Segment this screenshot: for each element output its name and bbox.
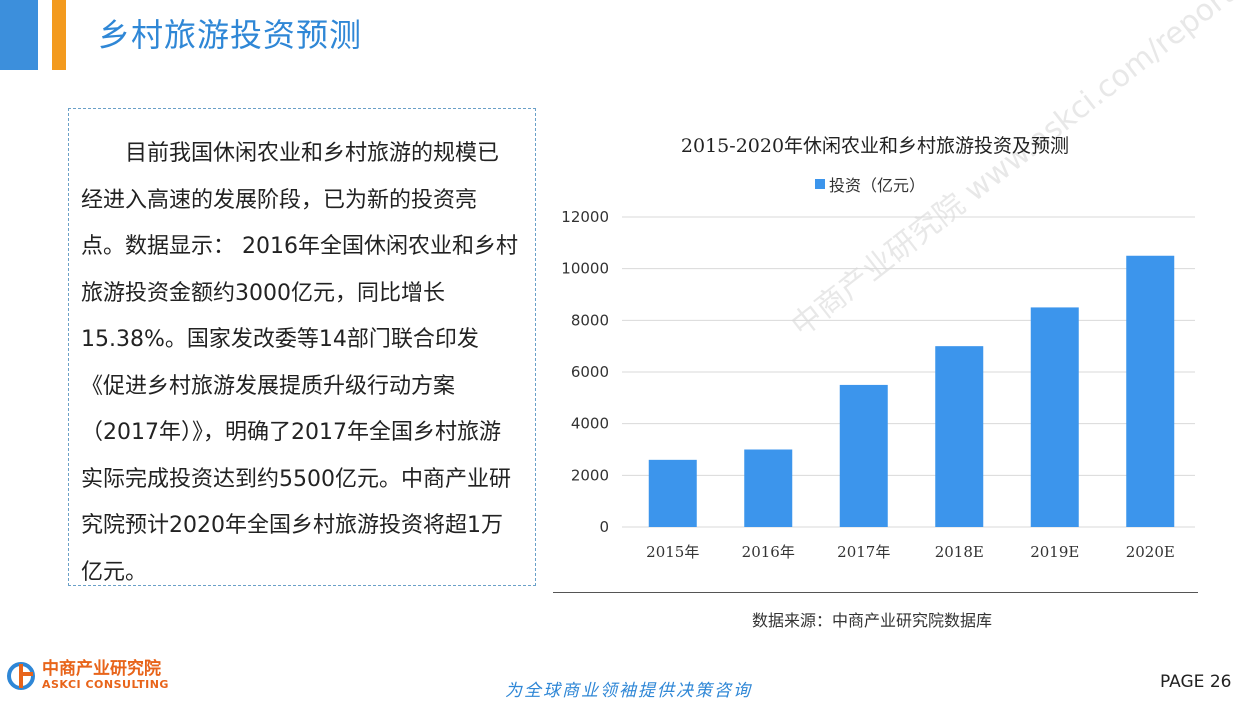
x-tick-label: 2016年	[742, 543, 795, 561]
header-accent-orange	[52, 0, 66, 70]
bar	[935, 346, 984, 527]
y-tick-label: 0	[599, 518, 609, 536]
bar	[744, 449, 793, 527]
logo-name-cn: 中商产业研究院	[42, 659, 161, 679]
bar	[839, 384, 888, 527]
bar-chart: 0 2000 4000 6000 8000 10000 12000 2015年 2016年 201…	[561, 208, 1195, 561]
page-number: PAGE 26	[1160, 672, 1232, 692]
x-tick-label: 2017年	[837, 543, 890, 561]
chart-title: 2015-2020年休闲农业和乡村旅游投资及预测	[680, 135, 1070, 157]
description-text: 目前我国休闲农业和乡村旅游的规模已经进入高速的发展阶段，已为新的投资亮点。数据显…	[81, 141, 518, 585]
y-tick-label: 10000	[561, 260, 609, 278]
x-tick-label: 2018E	[935, 543, 984, 561]
legend-label: 投资（亿元）	[829, 176, 926, 195]
company-logo: 中商产业研究院 ASKCI CONSULTING	[6, 660, 169, 691]
y-tick-label: 6000	[571, 363, 609, 381]
chart-bottom-rule	[553, 592, 1198, 593]
legend-swatch	[815, 179, 825, 189]
y-tick-label: 12000	[561, 208, 609, 226]
logo-icon	[7, 661, 35, 690]
y-tick-label: 2000	[571, 466, 609, 484]
bar	[648, 459, 697, 527]
chart-legend: 投资（亿元）	[815, 172, 925, 196]
bar	[1126, 255, 1175, 527]
y-tick-label: 8000	[571, 311, 609, 329]
y-tick-label: 4000	[571, 415, 609, 433]
logo-name-en: ASKCI CONSULTING	[42, 678, 169, 691]
bar	[1030, 307, 1079, 527]
header-accent-blue	[0, 0, 38, 70]
x-tick-label: 2019E	[1030, 543, 1079, 561]
x-tick-label: 2020E	[1126, 543, 1175, 561]
page-title: 乡村旅游投资预测	[98, 16, 363, 54]
data-source: 数据来源：中商产业研究院数据库	[752, 611, 993, 630]
description-box: 目前我国休闲农业和乡村旅游的规模已经进入高速的发展阶段，已为新的投资亮点。数据显…	[68, 108, 536, 586]
x-tick-label: 2015年	[646, 543, 699, 561]
footer-slogan: 为全球商业领袖提供决策咨询	[505, 681, 752, 701]
